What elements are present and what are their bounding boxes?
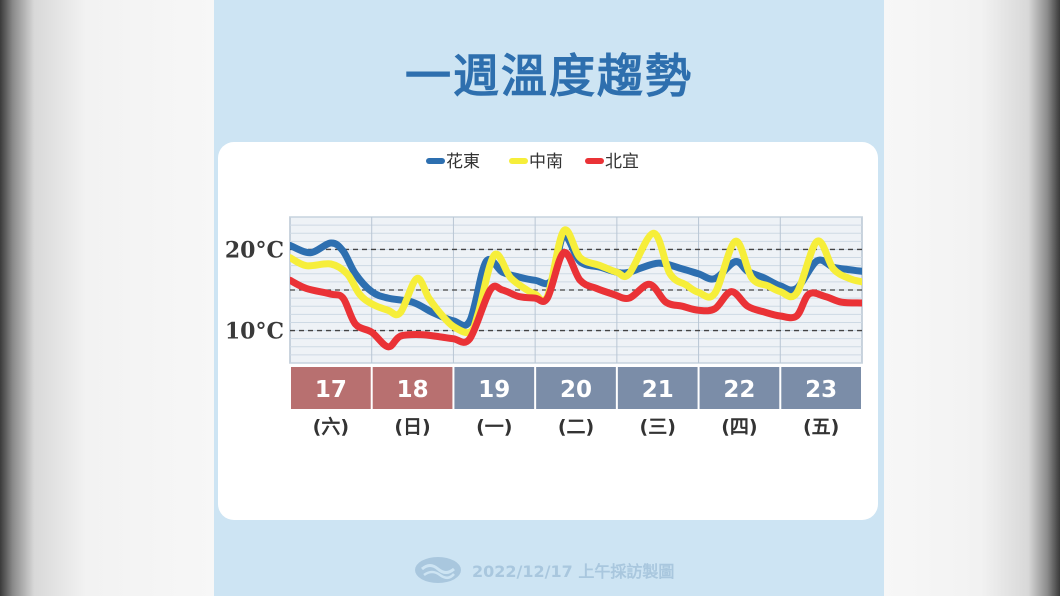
legend-label-1: 中南: [529, 152, 563, 172]
day-weekday-label: (六): [313, 415, 349, 438]
legend-label-0: 花東: [446, 152, 480, 172]
series-lines: [290, 226, 862, 351]
footer-source: 2022/12/17 上午採訪製圖: [472, 562, 675, 581]
day-box: [699, 367, 780, 409]
footer: 2022/12/17 上午採訪製圖: [414, 556, 674, 584]
cwb-logo-icon: [415, 557, 461, 583]
page-title: 一週溫度趨勢: [405, 49, 693, 103]
y-tick-label: 20°C: [225, 237, 284, 263]
day-weekday-label: (三): [640, 416, 676, 438]
series-line-2: [290, 249, 862, 351]
day-box: [372, 367, 453, 409]
day-date-label: 20: [560, 377, 592, 403]
day-weekday-label: (日): [394, 416, 430, 438]
y-axis: 20°C 10°C: [225, 237, 284, 344]
y-tick-label: 10°C: [225, 319, 284, 345]
day-date-label: 18: [397, 377, 429, 403]
day-box: [781, 367, 861, 409]
day-date-label: 21: [642, 377, 674, 403]
day-weekday-label: (一): [476, 416, 512, 438]
day-date-label: 17: [315, 377, 347, 403]
day-date-label: 19: [478, 377, 510, 403]
legend-label-2: 北宜: [605, 152, 639, 172]
day-weekday-label: (二): [558, 416, 594, 438]
day-date-label: 23: [805, 377, 837, 403]
day-box: [454, 367, 535, 409]
day-date-label: 22: [723, 377, 755, 403]
day-box: [617, 367, 698, 409]
legend: 花東 中南 北宜: [426, 152, 639, 172]
blurred-left-margin: [0, 0, 214, 596]
temperature-chart: 花東 中南 北宜 20°C 10°C 17 (六) 18 (日) 19 (一) 20 (二) 21 (三…: [225, 152, 863, 438]
day-weekday-label: (四): [721, 416, 757, 438]
blurred-right-margin: [884, 0, 1060, 596]
day-weekday-label: (五): [803, 416, 839, 438]
day-box: [536, 367, 616, 409]
day-axis: 17 (六) 18 (日) 19 (一) 20 (二) 21 (三) 22 (四) 23 (五): [291, 367, 861, 438]
day-box: [291, 367, 371, 409]
plot-area: [289, 216, 863, 364]
